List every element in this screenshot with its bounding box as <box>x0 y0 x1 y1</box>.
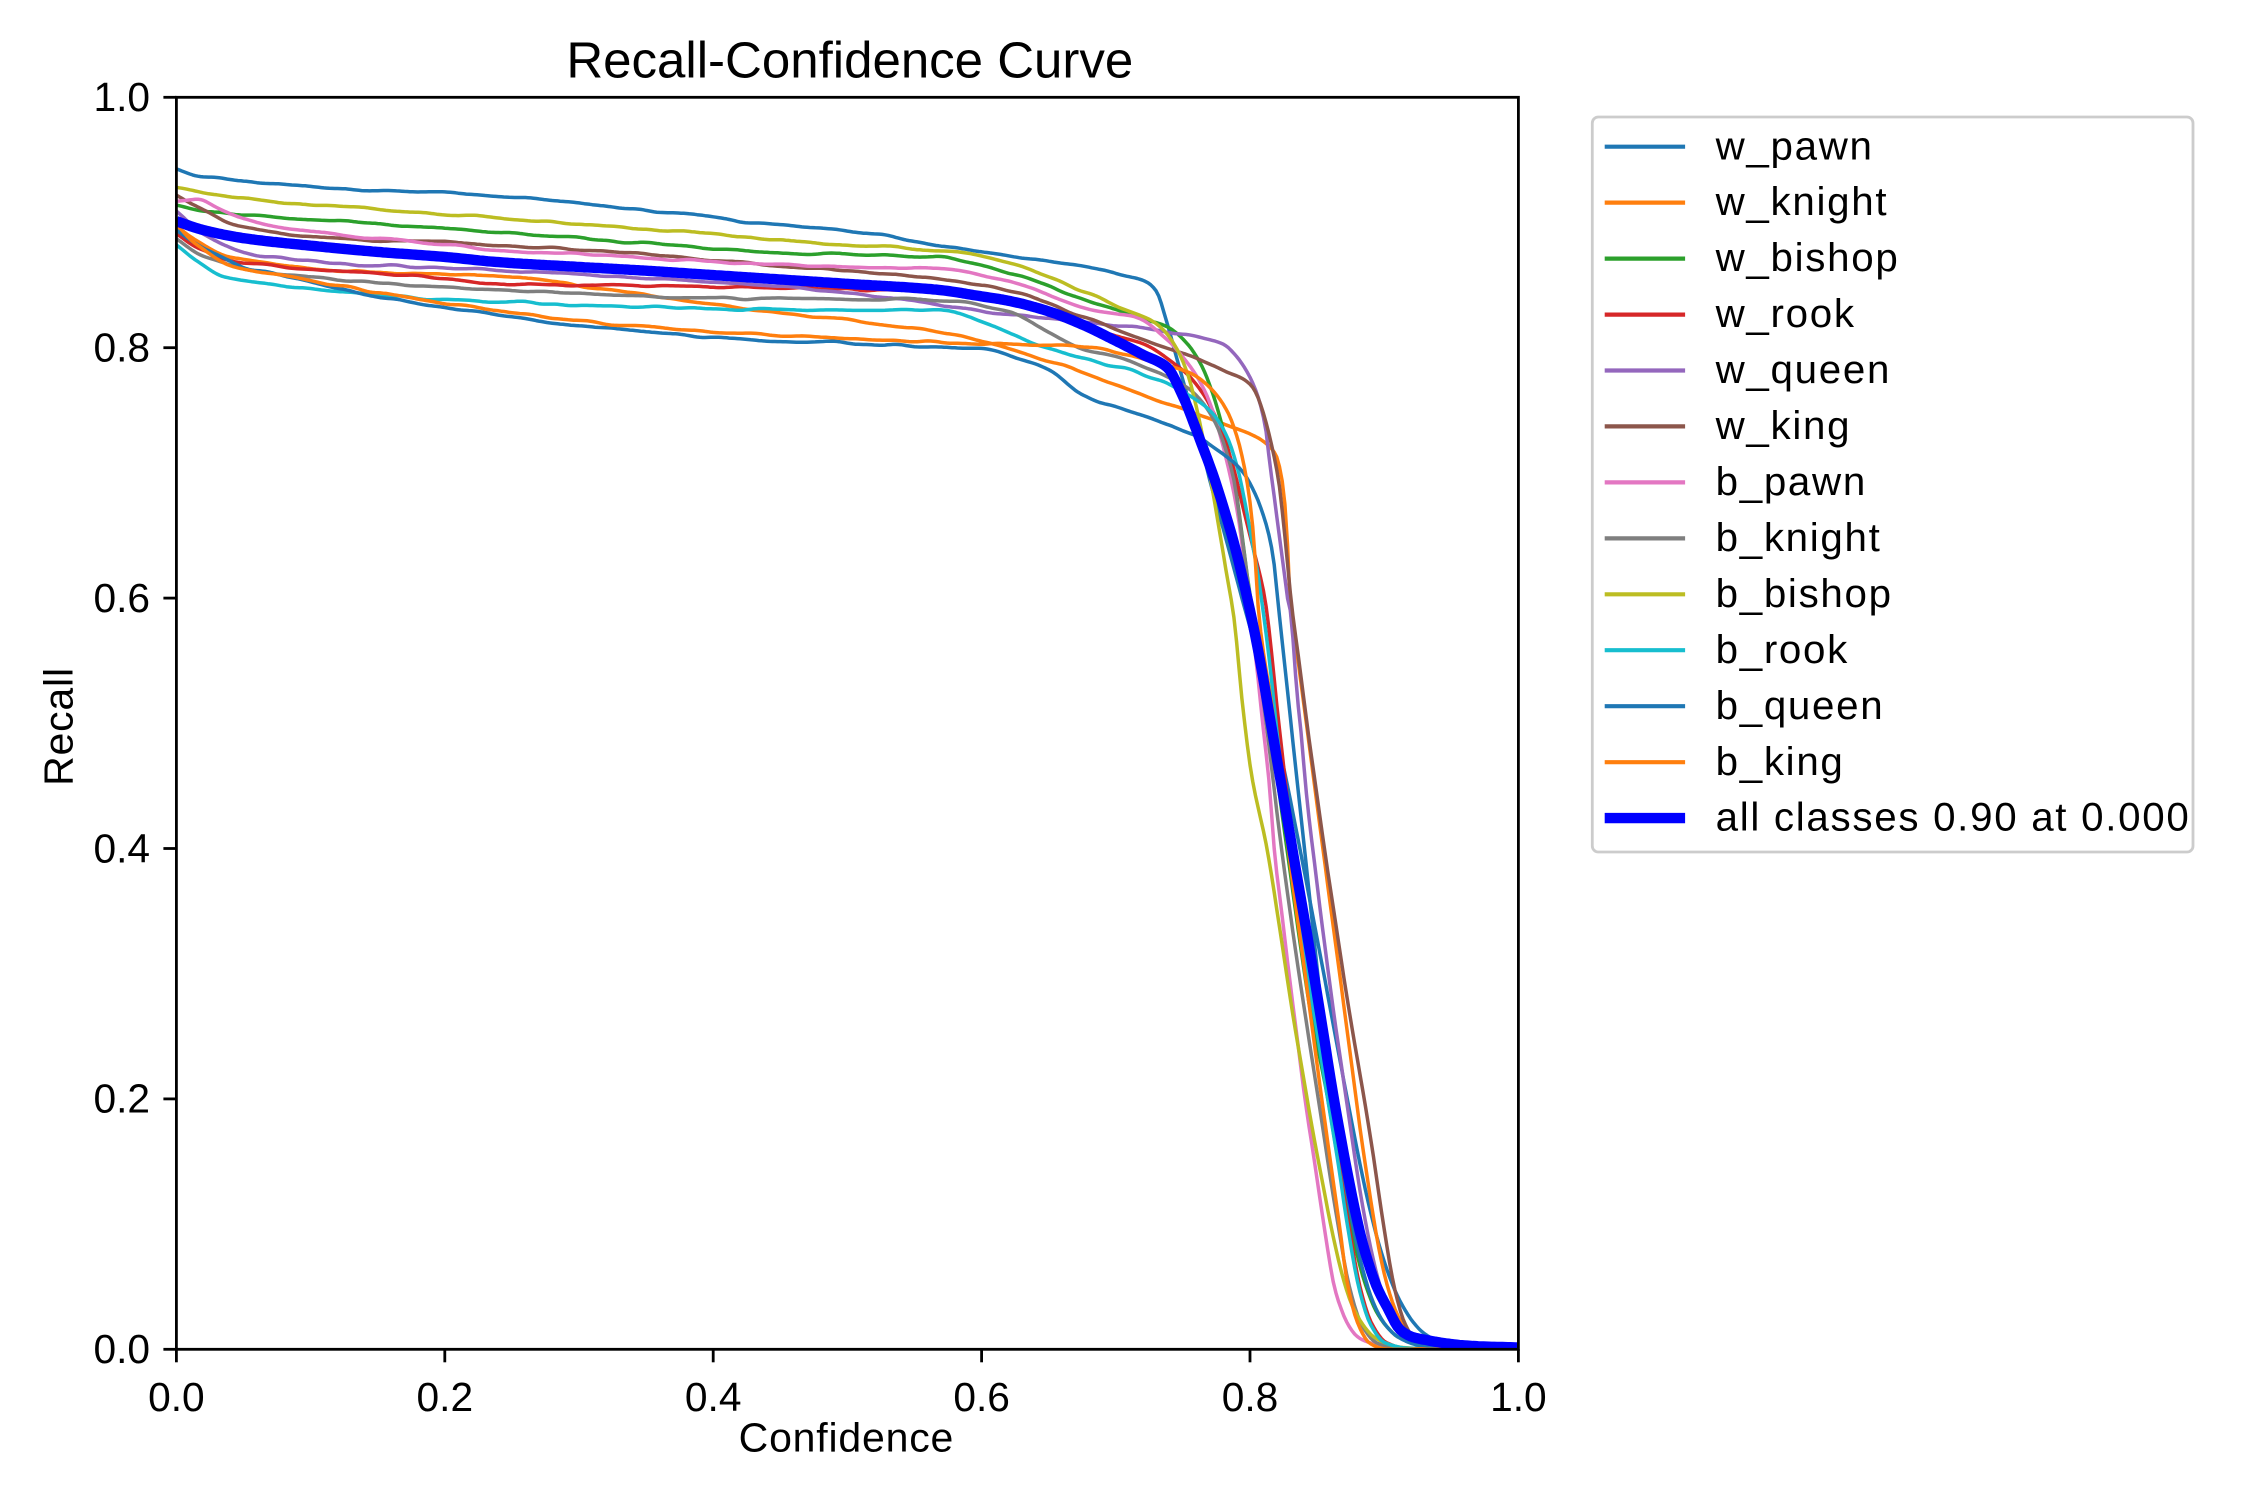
svg-text:0.8: 0.8 <box>1222 1374 1279 1420</box>
svg-text:w_pawn: w_pawn <box>1715 123 1874 168</box>
svg-text:all classes 0.90 at 0.000: all classes 0.90 at 0.000 <box>1716 795 2191 840</box>
svg-text:Recall: Recall <box>36 667 82 786</box>
svg-text:b_king: b_king <box>1716 739 1845 784</box>
svg-text:b_queen: b_queen <box>1716 683 1885 728</box>
svg-text:0.0: 0.0 <box>148 1374 205 1420</box>
svg-text:w_knight: w_knight <box>1715 179 1889 224</box>
svg-text:0.2: 0.2 <box>93 1076 150 1122</box>
svg-text:0.2: 0.2 <box>417 1374 474 1420</box>
svg-text:0.6: 0.6 <box>93 575 150 621</box>
svg-text:b_bishop: b_bishop <box>1716 571 1893 616</box>
svg-text:w_king: w_king <box>1715 403 1852 448</box>
svg-text:b_pawn: b_pawn <box>1716 459 1867 504</box>
svg-text:0.8: 0.8 <box>93 325 150 371</box>
svg-text:0.4: 0.4 <box>685 1374 742 1420</box>
svg-text:b_rook: b_rook <box>1716 627 1849 672</box>
svg-text:w_rook: w_rook <box>1715 291 1856 336</box>
svg-text:0.6: 0.6 <box>953 1374 1010 1420</box>
svg-text:Recall-Confidence Curve: Recall-Confidence Curve <box>566 32 1133 89</box>
svg-text:Confidence: Confidence <box>739 1415 954 1461</box>
svg-text:0.0: 0.0 <box>93 1326 150 1372</box>
svg-text:b_knight: b_knight <box>1716 515 1882 560</box>
svg-text:0.4: 0.4 <box>93 825 150 871</box>
svg-text:1.0: 1.0 <box>93 74 150 120</box>
svg-text:w_queen: w_queen <box>1715 347 1891 392</box>
svg-text:w_bishop: w_bishop <box>1715 235 1900 280</box>
svg-text:1.0: 1.0 <box>1490 1374 1547 1420</box>
